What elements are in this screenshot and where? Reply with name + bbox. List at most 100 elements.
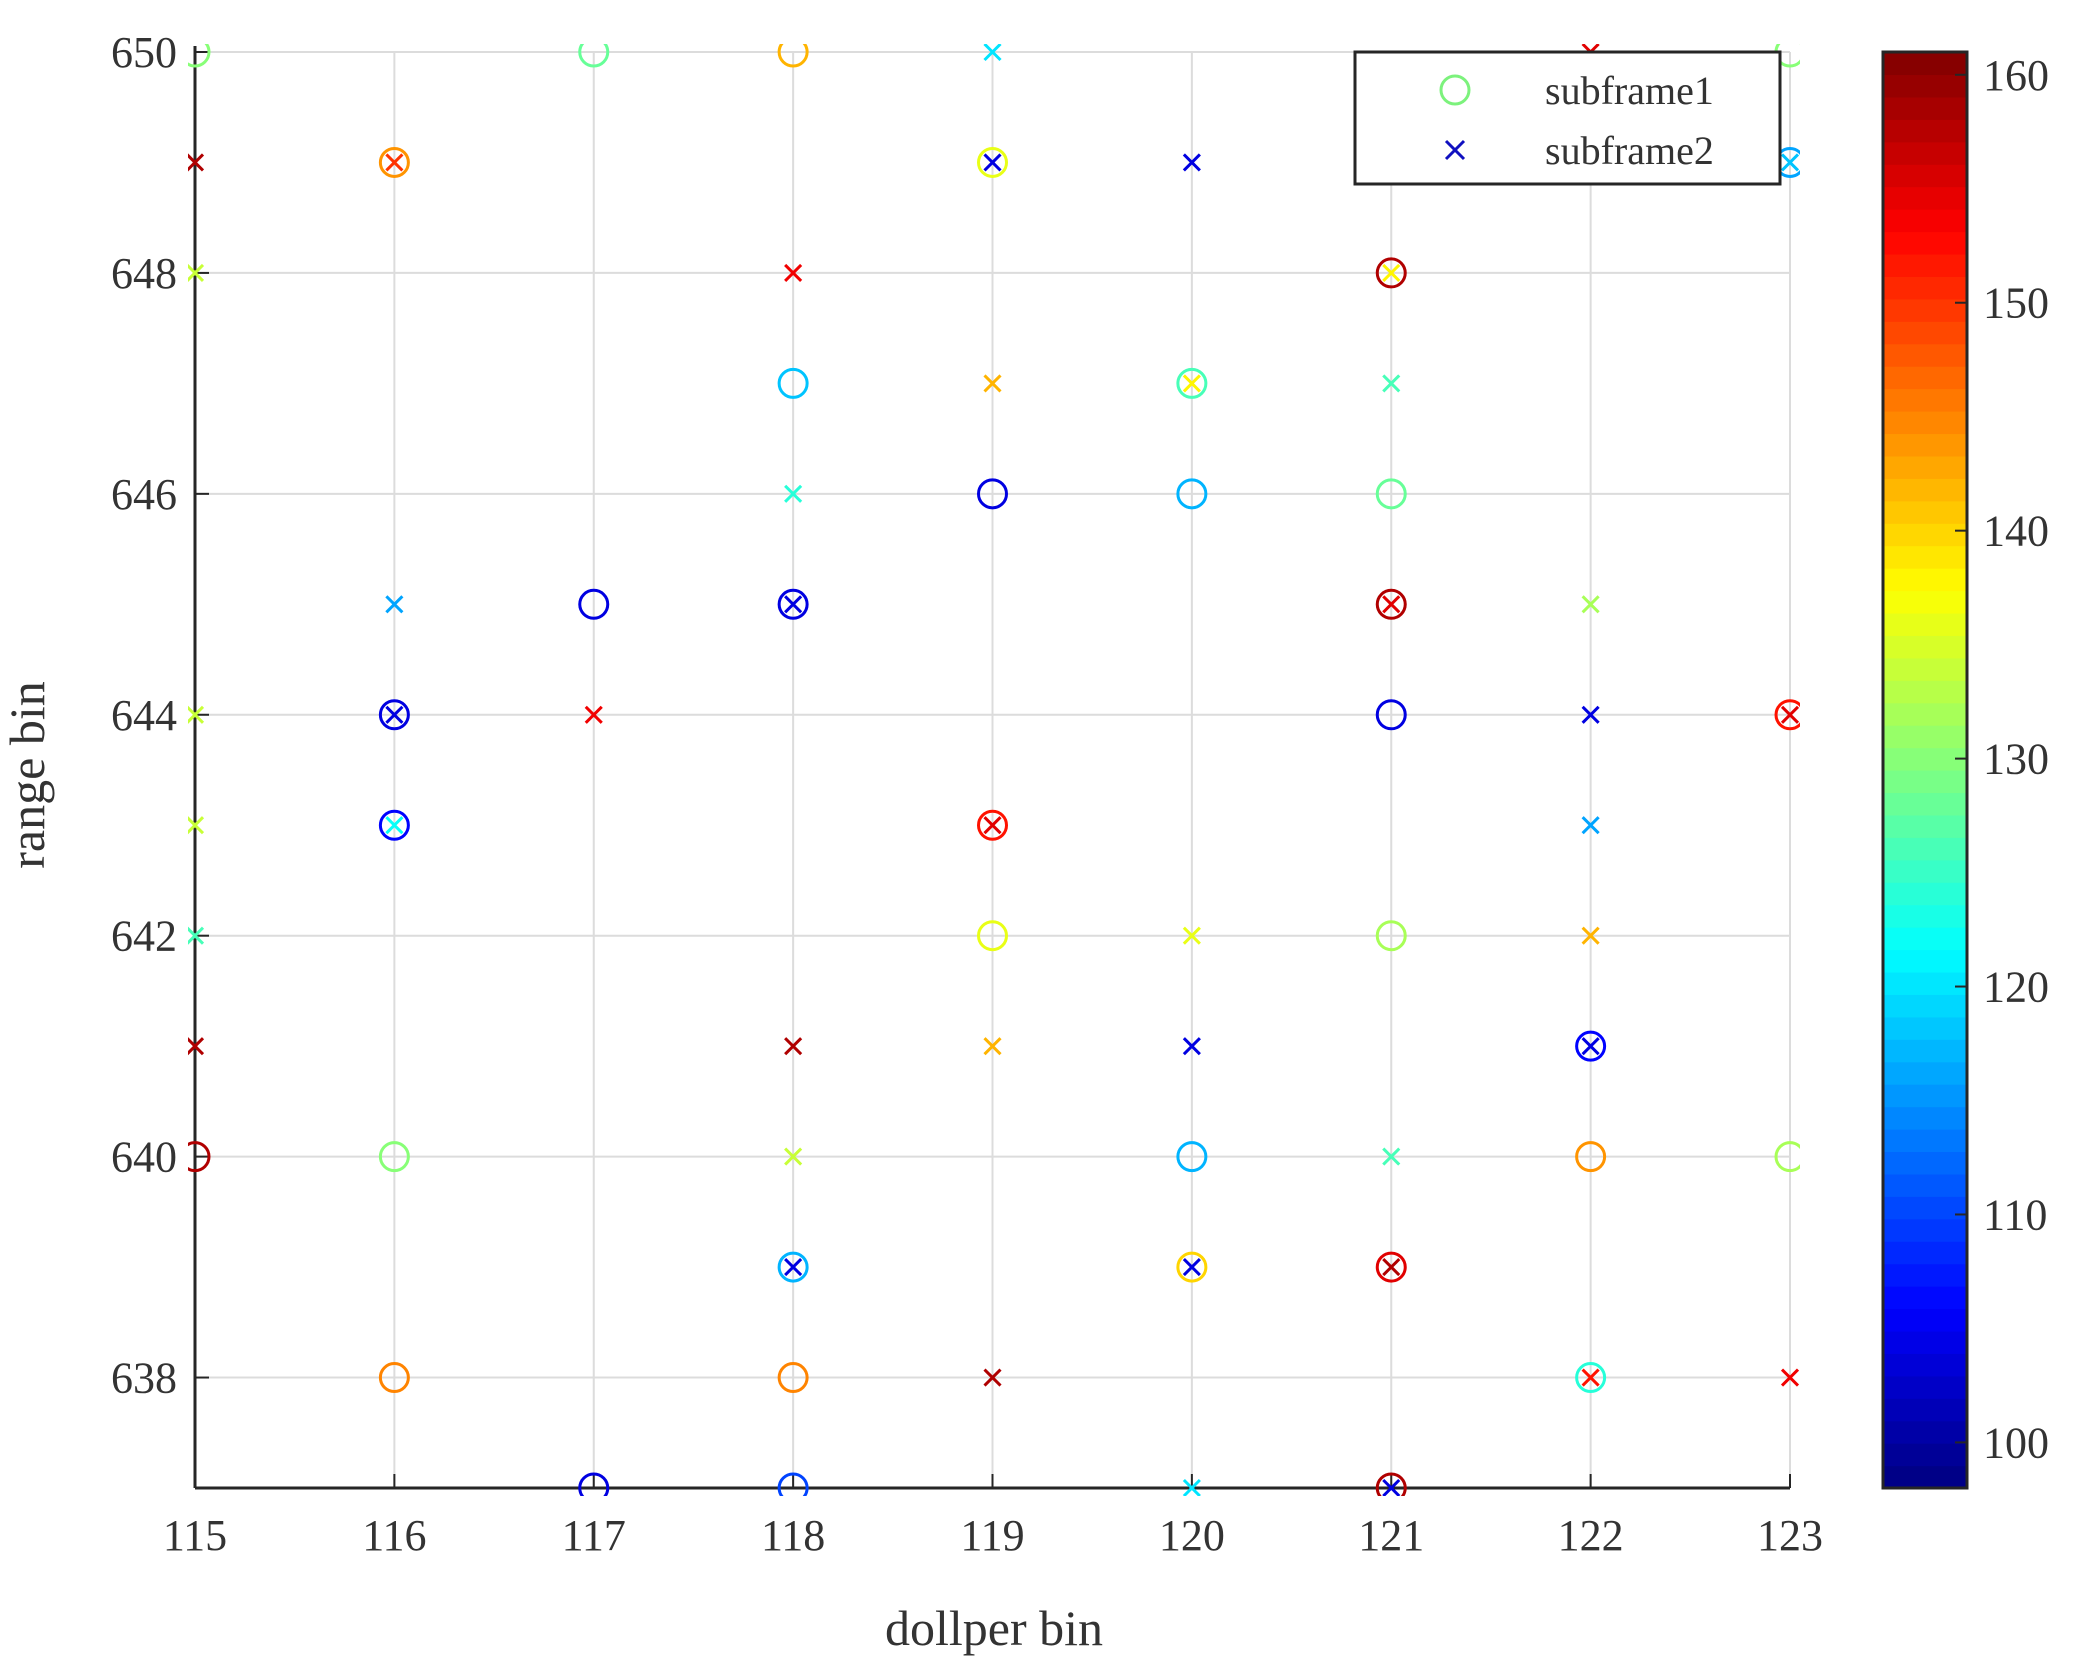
subframe1-point — [1176, 1251, 1208, 1283]
colorbar-tick-label: 100 — [1983, 1418, 2049, 1467]
subframe2-point — [1382, 374, 1401, 393]
colorbar-segment — [1883, 388, 1967, 412]
subframe2-point — [983, 816, 1002, 835]
colorbar-tick-label: 150 — [1983, 279, 2049, 328]
subframe2-point — [983, 153, 1002, 172]
x-axis-label: dollper bin — [885, 1600, 1103, 1656]
subframe2-point — [385, 705, 404, 724]
colorbar-segment — [1883, 1016, 1967, 1040]
subframe2-point — [784, 1037, 803, 1056]
subframe1-point — [777, 1251, 809, 1283]
subframe2-point — [983, 1037, 1002, 1056]
subframe1-point — [578, 1472, 610, 1496]
subframe1-point — [578, 44, 610, 68]
subframe2-point — [1182, 1258, 1201, 1277]
legend-label-subframe2: subframe2 — [1545, 128, 1714, 173]
subframe1-point — [1575, 1141, 1607, 1173]
colorbar-segment — [1883, 770, 1967, 794]
colorbar-segment — [1883, 321, 1967, 345]
grid — [194, 51, 1791, 1488]
colorbar-segment — [1883, 164, 1967, 188]
subframe1-point — [1774, 1141, 1800, 1173]
colorbar-segment — [1883, 612, 1967, 636]
x-tick-label: 119 — [960, 1511, 1024, 1560]
colorbar-segment — [1883, 971, 1967, 995]
y-axis-label: range bin — [0, 681, 55, 868]
subframe2-point — [1182, 926, 1201, 945]
x-tick-label: 121 — [1358, 1511, 1424, 1560]
colorbar-segment — [1883, 635, 1967, 659]
subframe2-point — [1382, 595, 1401, 614]
legend: subframe1 subframe2 — [1353, 50, 1782, 186]
colorbar-segment — [1883, 343, 1967, 367]
subframe1-point — [1375, 1472, 1407, 1496]
colorbar-segment — [1883, 411, 1967, 435]
subframe2-point — [784, 1147, 803, 1166]
subframe1-point — [578, 588, 610, 620]
colorbar-segment — [1883, 500, 1967, 524]
subframe1-point — [378, 1141, 410, 1173]
colorbar-segment — [1883, 1398, 1967, 1422]
subframe1-point — [977, 920, 1008, 952]
colorbar-segment — [1883, 186, 1967, 210]
colorbar-segment — [1883, 1129, 1967, 1153]
subframe1-point — [378, 146, 410, 178]
colorbar-tick-label: 110 — [1983, 1190, 2047, 1239]
subframe1-point — [378, 1362, 410, 1394]
subframe1-point — [1375, 920, 1407, 952]
legend-circle-marker — [1439, 74, 1471, 106]
colorbar-segment — [1883, 209, 1967, 233]
colorbar-tick-label: 160 — [1983, 51, 2049, 100]
colorbar-tick-label: 130 — [1983, 735, 2049, 784]
x-tick-label: 116 — [362, 1511, 426, 1560]
subframe1-point — [378, 809, 410, 841]
subframe2-point — [983, 44, 1002, 62]
subframe2-point — [1780, 705, 1800, 724]
colorbar-segment — [1883, 253, 1967, 277]
subframe2-point — [188, 816, 205, 835]
colorbar-segment — [1883, 141, 1967, 165]
x-tick-label: 115 — [163, 1511, 227, 1560]
x-tick-label: 120 — [1159, 1511, 1225, 1560]
subframe2-point — [385, 595, 404, 614]
colorbar-segment — [1883, 814, 1967, 838]
subframe2-point — [1581, 705, 1600, 724]
subframe2-point — [1182, 153, 1201, 172]
colorbar-segment — [1883, 96, 1967, 120]
subframe2-point — [1182, 1037, 1201, 1056]
subframe1-point — [777, 1362, 809, 1394]
subframe2-point — [784, 1258, 803, 1277]
data-points — [188, 44, 1800, 1496]
subframe1-point — [188, 1141, 211, 1173]
y-tick-label: 638 — [111, 1354, 177, 1403]
subframe1-point — [1375, 478, 1407, 510]
colorbar-segment — [1883, 455, 1967, 479]
subframe2-point — [188, 926, 205, 945]
subframe2-point — [1382, 1147, 1401, 1166]
colorbar-segment — [1883, 1039, 1967, 1063]
subframe2-point — [784, 484, 803, 503]
subframe1-point — [1375, 1251, 1407, 1283]
subframe1-point — [977, 146, 1008, 178]
subframe1-point — [977, 478, 1008, 510]
colorbar-segment — [1883, 702, 1967, 726]
colorbar-segment — [1883, 231, 1967, 255]
colorbar-tick-label: 140 — [1983, 507, 2049, 556]
colorbar-segment — [1883, 904, 1967, 928]
colorbar-segment — [1883, 1218, 1967, 1242]
colorbar-segment — [1883, 1353, 1967, 1377]
subframe2-point — [584, 705, 603, 724]
subframe1-point — [1176, 1141, 1208, 1173]
subframe2-point — [784, 595, 803, 614]
subframe2-point — [983, 1368, 1002, 1387]
x-tick-label: 123 — [1757, 1511, 1823, 1560]
subframe2-point — [188, 1037, 205, 1056]
subframe2-point — [188, 153, 205, 172]
colorbar-segment — [1883, 433, 1967, 457]
colorbar-segment — [1883, 657, 1967, 681]
colorbar-segment — [1883, 949, 1967, 973]
colorbar-segment — [1883, 298, 1967, 322]
colorbar-segment — [1883, 680, 1967, 704]
subframe2-point — [983, 374, 1002, 393]
